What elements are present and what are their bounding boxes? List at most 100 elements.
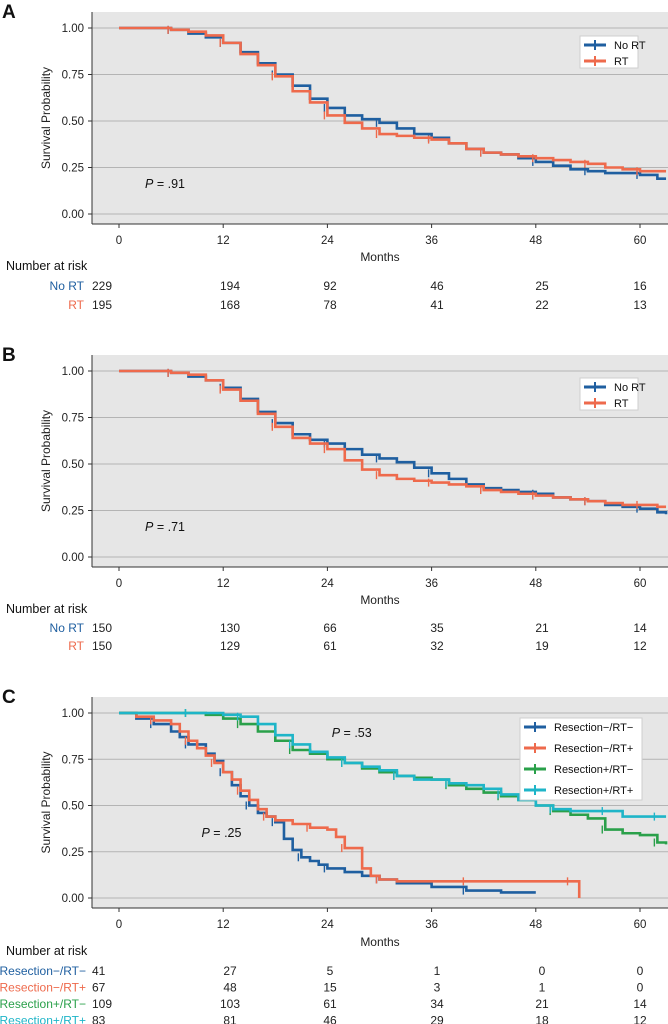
p-value-number: = .91 [153, 177, 185, 191]
risk-count: 46 [323, 1014, 337, 1024]
risk-count: 22 [535, 298, 549, 312]
y-tick-label: 1.00 [62, 708, 84, 720]
risk-count: 0 [637, 964, 644, 978]
risk-table-title: Number at risk [6, 602, 88, 616]
y-tick-label: 0.50 [62, 116, 84, 128]
risk-count: 83 [92, 1014, 106, 1024]
risk-count: 5 [327, 964, 334, 978]
risk-count: 3 [434, 981, 441, 995]
legend-label: Resection+/RT+ [554, 785, 633, 797]
risk-count: 12 [633, 639, 647, 653]
panel-letter: A [2, 2, 16, 23]
x-axis-title: Months [360, 250, 399, 264]
risk-count: 21 [535, 621, 549, 635]
risk-row-label: No RT [50, 621, 85, 635]
risk-row-label: Resection+/RT+ [0, 1014, 86, 1024]
y-tick-label: 0.50 [62, 459, 84, 471]
legend-box [519, 717, 643, 801]
risk-row-label: Resection−/RT+ [0, 981, 86, 995]
x-tick-label: 12 [217, 578, 230, 590]
y-tick-label: 0.75 [62, 70, 84, 82]
panel-a: A 0.00 0.25 0.50 0.75 1.00 0 12 24 36 48 60 Months Su… [2, 2, 668, 312]
risk-count: 21 [535, 997, 549, 1011]
legend-label: No RT [614, 40, 646, 52]
risk-count: 0 [637, 981, 644, 995]
risk-count: 41 [92, 964, 106, 978]
survival-curve-2 [119, 369, 667, 509]
risk-table-title: Number at risk [6, 944, 88, 958]
panel-letter: B [2, 345, 16, 366]
risk-count: 194 [220, 279, 240, 293]
legend-label: Resection−/RT+ [554, 743, 633, 755]
risk-count: 0 [539, 964, 546, 978]
y-tick-label: 1.00 [62, 366, 84, 378]
risk-count: 195 [92, 298, 112, 312]
y-axis-title: Survival Probability [39, 751, 53, 853]
p-value-symbol: P [332, 726, 341, 740]
risk-count: 150 [92, 621, 112, 635]
risk-count: 61 [323, 997, 337, 1011]
x-tick-label: 0 [116, 235, 122, 247]
risk-count: 15 [323, 981, 337, 995]
y-axis-title: Survival Probability [39, 410, 53, 512]
x-tick-label: 24 [321, 578, 334, 590]
risk-row-label: RT [68, 298, 84, 312]
y-tick-label: 1.00 [62, 23, 84, 35]
p-value-number: = .71 [153, 520, 185, 534]
risk-row-label: Resection−/RT− [0, 964, 86, 978]
risk-count: 18 [535, 1014, 549, 1024]
risk-count: 13 [633, 298, 647, 312]
legend-label: Resection−/RT− [554, 722, 633, 734]
p-value-symbol: P [145, 520, 154, 534]
x-tick-label: 24 [321, 235, 334, 247]
legend-label: No RT [614, 382, 646, 394]
panel-letter: C [2, 687, 16, 708]
risk-count: 229 [92, 279, 112, 293]
risk-count: 81 [223, 1014, 237, 1024]
legend-label: RT [614, 56, 629, 68]
legend: No RT RT [579, 377, 646, 411]
risk-count: 46 [430, 279, 444, 293]
y-tick-label: 0.00 [62, 552, 84, 564]
x-tick-label: 60 [634, 578, 647, 590]
y-tick-label: 0.75 [62, 754, 84, 766]
y-tick-label: 0.25 [62, 847, 84, 859]
risk-row-label: RT [68, 639, 84, 653]
x-tick-label: 48 [529, 235, 542, 247]
panel-c: C 0.00 0.25 0.50 0.75 1.00 0 12 24 36 48 60 Months Su… [0, 687, 668, 1024]
y-axis-title: Survival Probability [39, 67, 53, 169]
y-tick-label: 0.25 [62, 163, 84, 175]
x-tick-label: 60 [634, 235, 647, 247]
risk-count: 168 [220, 298, 240, 312]
x-tick-label: 48 [529, 919, 542, 931]
risk-table-title: Number at risk [6, 259, 88, 273]
risk-count: 67 [92, 981, 106, 995]
x-tick-label: 36 [425, 235, 438, 247]
y-tick-label: 0.00 [62, 893, 84, 905]
survival-curve-2 [119, 711, 581, 898]
risk-count: 109 [92, 997, 112, 1011]
y-tick-label: 0.25 [62, 506, 84, 518]
y-tick-label: 0.50 [62, 801, 84, 813]
risk-count: 25 [535, 279, 549, 293]
survival-curve-2 [119, 26, 667, 173]
y-tick-label: 0.75 [62, 413, 84, 425]
risk-count: 150 [92, 639, 112, 653]
plot-background [92, 355, 668, 567]
risk-count: 48 [223, 981, 237, 995]
legend: No RT RT [579, 35, 646, 69]
risk-count: 14 [633, 621, 647, 635]
x-tick-label: 36 [425, 919, 438, 931]
risk-count: 129 [220, 639, 240, 653]
p-value-symbol: P [145, 177, 154, 191]
p-value-symbol: P [201, 826, 210, 840]
x-tick-label: 24 [321, 919, 334, 931]
x-axis-title: Months [360, 935, 399, 949]
risk-count: 19 [535, 639, 549, 653]
x-tick-label: 0 [116, 578, 122, 590]
risk-count: 16 [633, 279, 647, 293]
y-tick-label: 0.00 [62, 209, 84, 221]
p-value: P = .53 [332, 726, 372, 740]
risk-count: 14 [633, 997, 647, 1011]
risk-count: 32 [430, 639, 444, 653]
